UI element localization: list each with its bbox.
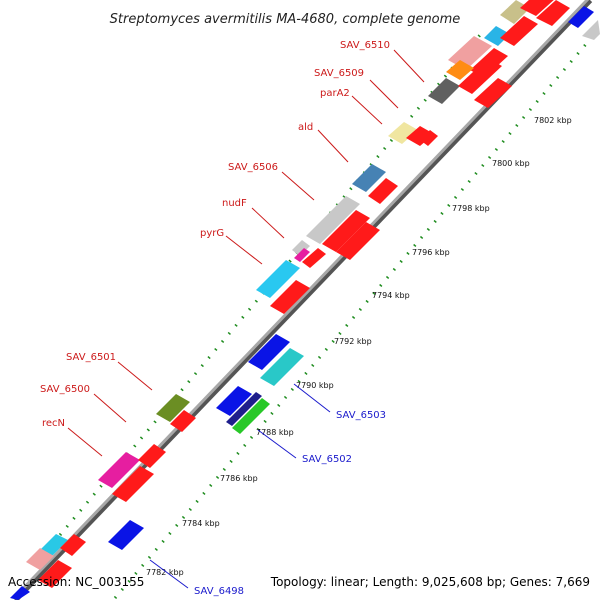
map-title: Streptomyces avermitilis MA-4680, comple… bbox=[110, 12, 461, 27]
leader-line bbox=[67, 427, 103, 457]
gene-block[interactable] bbox=[98, 452, 140, 488]
gene-block[interactable] bbox=[40, 534, 68, 556]
genome-stats-text: Topology: linear; Length: 9,025,608 bp; … bbox=[270, 575, 590, 589]
gene-block[interactable] bbox=[388, 122, 418, 144]
gene-block[interactable] bbox=[260, 348, 304, 386]
gene-arrow[interactable] bbox=[420, 130, 438, 146]
gene-label-sav6500[interactable]: SAV_6500 bbox=[40, 384, 90, 395]
gene-label-pyrg[interactable]: pyrG bbox=[200, 228, 224, 239]
accession-text: Accession: NC_003155 bbox=[8, 575, 144, 589]
reverse-gene-labels: SAV_6503 SAV_6502 SAV_6498 bbox=[149, 383, 386, 597]
gene-label-sav6510[interactable]: SAV_6510 bbox=[340, 40, 390, 51]
tick-label: 7800 kbp bbox=[492, 159, 530, 168]
gene-block[interactable] bbox=[292, 240, 310, 256]
gene-label-para2[interactable]: parA2 bbox=[320, 88, 350, 99]
gene-arrow[interactable] bbox=[170, 410, 196, 432]
gene-block[interactable] bbox=[10, 586, 30, 600]
tick-label: 7792 kbp bbox=[334, 337, 372, 346]
tick-label: 7782 kbp bbox=[146, 568, 184, 577]
tick-label: 7786 kbp bbox=[220, 474, 258, 483]
leader-line bbox=[117, 361, 153, 391]
gene-arrow[interactable] bbox=[38, 560, 72, 588]
gene-block[interactable] bbox=[232, 398, 270, 434]
gene-block[interactable] bbox=[568, 6, 594, 28]
gene-label-ald[interactable]: ald bbox=[298, 122, 313, 133]
gene-arrow[interactable] bbox=[458, 58, 502, 94]
gene-block[interactable] bbox=[446, 60, 474, 80]
leader-line bbox=[149, 559, 189, 589]
leader-line bbox=[351, 95, 383, 125]
gene-arrow[interactable] bbox=[336, 222, 380, 260]
gene-arrow[interactable] bbox=[500, 16, 538, 46]
gene-block[interactable] bbox=[428, 78, 460, 104]
tick-label: 7784 kbp bbox=[182, 519, 220, 528]
gene-arrow[interactable] bbox=[406, 126, 434, 146]
tick-label: 7788 kbp bbox=[256, 428, 294, 437]
reverse-genes bbox=[10, 6, 600, 600]
gene-arrow[interactable] bbox=[60, 534, 86, 556]
leader-line bbox=[225, 235, 263, 265]
gene-arrow[interactable] bbox=[536, 0, 570, 26]
gene-block[interactable] bbox=[108, 520, 144, 550]
gene-block[interactable] bbox=[582, 20, 600, 40]
tick-label: 7794 kbp bbox=[372, 291, 410, 300]
gene-block[interactable] bbox=[484, 26, 510, 46]
gene-block[interactable] bbox=[352, 164, 386, 192]
leader-line bbox=[369, 79, 399, 109]
gene-arrow[interactable] bbox=[368, 178, 398, 204]
gene-block[interactable] bbox=[26, 548, 54, 570]
scale-dotted-line bbox=[113, 29, 600, 599]
leader-line bbox=[317, 129, 349, 163]
tick-label: 7790 kbp bbox=[296, 381, 334, 390]
gene-label-sav6501[interactable]: SAV_6501 bbox=[66, 352, 116, 363]
leader-line bbox=[281, 171, 315, 201]
gene-arrow[interactable] bbox=[112, 466, 154, 502]
tick-label: 7798 kbp bbox=[452, 204, 490, 213]
gene-arrow[interactable] bbox=[138, 444, 166, 468]
gene-block[interactable] bbox=[156, 394, 190, 422]
gene-arrow[interactable] bbox=[474, 78, 512, 108]
leader-line bbox=[93, 393, 127, 423]
gene-block[interactable] bbox=[216, 386, 252, 416]
gene-block[interactable] bbox=[226, 392, 262, 426]
gene-block[interactable] bbox=[294, 248, 310, 262]
gene-label-nudf[interactable]: nudF bbox=[222, 198, 247, 209]
gene-label-sav6506[interactable]: SAV_6506 bbox=[228, 162, 278, 173]
gene-label-sav6503[interactable]: SAV_6503 bbox=[336, 410, 386, 421]
gene-block[interactable] bbox=[306, 196, 360, 244]
forward-genes bbox=[26, 0, 570, 588]
gene-block[interactable] bbox=[248, 334, 290, 370]
tick-label: 7796 kbp bbox=[412, 248, 450, 257]
gene-label-sav6509[interactable]: SAV_6509 bbox=[314, 68, 364, 79]
gene-arrow[interactable] bbox=[270, 280, 310, 314]
leader-line bbox=[251, 207, 285, 239]
leader-line bbox=[393, 49, 425, 83]
leader-line bbox=[293, 383, 331, 413]
leader-line bbox=[257, 429, 297, 459]
gene-label-sav6498[interactable]: SAV_6498 bbox=[194, 586, 244, 597]
forward-gene-labels: SAV_6510 SAV_6509 parA2 ald SAV_6506 nud… bbox=[40, 40, 425, 457]
scale-ticks: 7782 kbp 7784 kbp 7786 kbp 7788 kbp 7790… bbox=[146, 116, 572, 577]
footer-info: Accession: NC_003155 Topology: linear; L… bbox=[8, 575, 590, 589]
gene-arrow[interactable] bbox=[520, 0, 556, 16]
gene-arrow[interactable] bbox=[322, 210, 370, 252]
gene-label-recn[interactable]: recN bbox=[42, 418, 65, 429]
gene-label-sav6502[interactable]: SAV_6502 bbox=[302, 454, 352, 465]
gene-block[interactable] bbox=[256, 260, 300, 298]
tick-label: 7802 kbp bbox=[534, 116, 572, 125]
gene-arrow[interactable] bbox=[302, 248, 326, 268]
